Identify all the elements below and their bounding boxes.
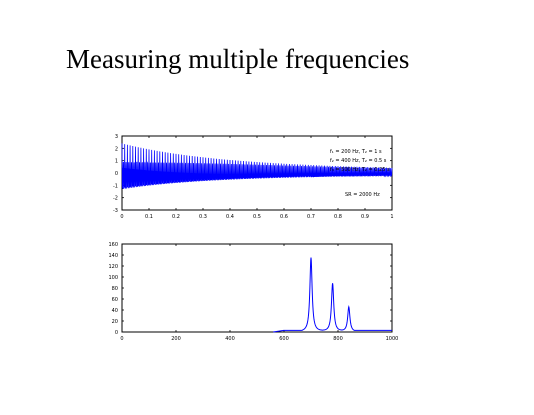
time-domain-ticks	[121, 135, 393, 211]
time-domain-chart: 0 0.1 0.2 0.3 0.4 0.5 0.6 0.7 0.8 0.9 13210-1-2-3 …	[113, 134, 394, 220]
time-domain-tick-labels: 0 0.1 0.2 0.3 0.4 0.5 0.6 0.7 0.8 0.9 1 3 2 1 0 -1 -2 -3	[113, 134, 394, 220]
y-tick-label: 100	[108, 275, 118, 281]
y-tick-label: 0	[115, 171, 118, 177]
x-tick-label: 800	[333, 336, 343, 342]
y-tick-label: 80	[112, 286, 118, 292]
x-tick-label: 0.2	[172, 214, 180, 220]
y-tick-label: -3	[113, 208, 118, 214]
y-tick-label: 0	[115, 330, 118, 336]
x-tick-label: 200	[171, 336, 181, 342]
y-tick-label: -2	[113, 196, 118, 202]
spectrum-ticks	[121, 243, 393, 333]
x-tick-label: 0.7	[307, 214, 315, 220]
time-domain-legend: f₁ = 200 Hz, T₂ = 1 s f₂ = 400 Hz, T₂ = …	[330, 149, 390, 173]
sample-rate-annotation: SR = 2000 Hz	[345, 192, 380, 198]
decaying-signal-trace	[121, 143, 393, 190]
y-tick-label: 20	[112, 319, 118, 325]
y-tick-label: 1	[115, 159, 118, 165]
x-tick-label: 1	[390, 214, 393, 220]
x-tick-label: 0	[120, 336, 123, 342]
y-tick-label: 160	[108, 242, 118, 248]
y-tick-label: 3	[115, 134, 118, 140]
legend-entry-3: f₃ = 500 Hz, T₂ = 0.25 s	[330, 167, 390, 173]
slide-title: Measuring multiple frequencies	[66, 44, 410, 74]
x-tick-label: 0.4	[226, 214, 234, 220]
spectrum-trace	[273, 257, 392, 333]
y-tick-label: 140	[108, 253, 118, 259]
x-tick-label: 0.6	[280, 214, 288, 220]
x-tick-label: 0	[120, 214, 123, 220]
y-tick-label: 120	[108, 264, 118, 270]
x-tick-label: 0.1	[145, 214, 153, 220]
x-tick-label: 0.5	[253, 214, 261, 220]
legend-entry-2: f₂ = 400 Hz, T₂ = 0.5 s	[330, 158, 387, 164]
y-tick-label: -1	[113, 183, 118, 189]
y-tick-label: 60	[112, 297, 118, 303]
y-tick-label: 40	[112, 308, 118, 314]
legend-entry-1: f₁ = 200 Hz, T₂ = 1 s	[330, 149, 382, 155]
x-tick-label: 1000	[386, 336, 399, 342]
x-tick-label: 400	[225, 336, 235, 342]
x-tick-label: 0.8	[334, 214, 342, 220]
y-tick-label: 2	[115, 146, 118, 152]
spectrum-frame	[121, 243, 393, 333]
x-tick-label: 0.9	[361, 214, 369, 220]
x-tick-label: 0.3	[199, 214, 207, 220]
x-tick-label: 600	[279, 336, 289, 342]
